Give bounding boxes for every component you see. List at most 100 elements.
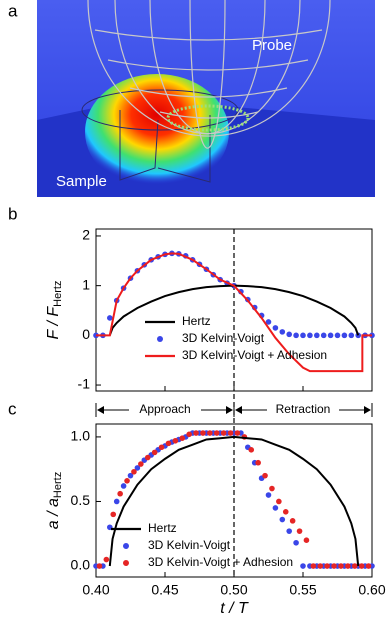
data-point bbox=[179, 435, 186, 442]
data-point bbox=[334, 332, 341, 339]
data-point bbox=[300, 563, 306, 569]
x-tick-label: 0.40 bbox=[82, 582, 109, 598]
contact-ring bbox=[166, 104, 250, 132]
legend-swatch bbox=[123, 560, 129, 566]
data-point bbox=[234, 430, 241, 436]
x-axis-label: t / T bbox=[220, 600, 249, 617]
panel-label: c bbox=[8, 399, 17, 418]
data-point bbox=[276, 498, 282, 505]
data-point bbox=[365, 563, 372, 569]
data-point bbox=[117, 490, 123, 497]
phase-label: Approach bbox=[139, 402, 190, 416]
data-point bbox=[265, 319, 272, 325]
data-point bbox=[213, 430, 220, 436]
data-point bbox=[144, 454, 151, 461]
data-point bbox=[324, 563, 330, 569]
data-point bbox=[248, 447, 255, 453]
data-point bbox=[300, 332, 306, 339]
data-point bbox=[327, 332, 334, 339]
data-point bbox=[331, 563, 337, 569]
data-point bbox=[338, 563, 344, 569]
data-point bbox=[293, 539, 299, 546]
y-tick-label: 0.0 bbox=[71, 557, 91, 573]
legend-label: 3D Kelvin-Voigt + Adhesion bbox=[182, 348, 327, 362]
series-line bbox=[108, 435, 360, 567]
data-point bbox=[220, 430, 227, 436]
y-axis-label: a / aHertz bbox=[45, 472, 64, 529]
legend-swatch bbox=[157, 336, 163, 342]
data-point bbox=[193, 430, 199, 436]
phase-label: Retraction bbox=[276, 402, 331, 416]
data-point bbox=[265, 492, 272, 498]
probe-label: Probe bbox=[252, 37, 292, 54]
data-point bbox=[262, 472, 268, 479]
y-tick-label: -1 bbox=[78, 376, 91, 392]
data-point bbox=[348, 332, 355, 339]
data-point bbox=[127, 472, 134, 479]
data-point bbox=[282, 508, 289, 515]
data-point bbox=[200, 430, 206, 436]
y-label-main: F / F bbox=[45, 306, 62, 340]
data-point bbox=[269, 485, 275, 492]
data-point bbox=[320, 332, 327, 339]
data-point bbox=[96, 563, 103, 569]
data-point bbox=[124, 478, 130, 484]
phase-label-bg bbox=[267, 402, 339, 418]
data-point bbox=[272, 325, 279, 331]
y-tick-label: 1.0 bbox=[71, 428, 91, 444]
y-label-sub: Hertz bbox=[52, 472, 64, 498]
data-point bbox=[172, 437, 179, 444]
data-point bbox=[120, 483, 127, 489]
data-point bbox=[286, 331, 293, 338]
data-point bbox=[138, 461, 144, 467]
data-point bbox=[345, 563, 351, 569]
data-point bbox=[289, 518, 296, 524]
data-point bbox=[314, 332, 320, 339]
y-tick-label: 1 bbox=[82, 276, 90, 292]
data-point bbox=[317, 563, 324, 569]
data-point bbox=[358, 563, 365, 569]
legend-swatch bbox=[123, 543, 129, 549]
data-point bbox=[110, 511, 117, 518]
data-point bbox=[279, 516, 286, 523]
data-point bbox=[113, 498, 120, 505]
probe-wireframe bbox=[87, 0, 331, 149]
data-point bbox=[103, 556, 110, 563]
data-point bbox=[307, 332, 313, 339]
data-point bbox=[207, 430, 213, 436]
data-point bbox=[272, 505, 279, 511]
y-tick-label: 0.5 bbox=[71, 492, 91, 508]
x-tick-label: 0.60 bbox=[358, 582, 385, 598]
data-point bbox=[286, 528, 293, 534]
panel-label: a bbox=[8, 1, 18, 20]
x-tick-label: 0.50 bbox=[220, 582, 247, 598]
data-point bbox=[296, 528, 303, 534]
legend-label: 3D Kelvin-Voigt bbox=[182, 331, 265, 345]
x-tick-label: 0.45 bbox=[151, 582, 178, 598]
y-label-main: a / a bbox=[45, 498, 62, 529]
data-point bbox=[227, 430, 234, 436]
phase-label-bg bbox=[129, 402, 201, 418]
legend-label: Hertz bbox=[182, 314, 211, 328]
data-point bbox=[158, 444, 165, 451]
data-point bbox=[310, 563, 317, 569]
data-point bbox=[107, 315, 113, 321]
panel-a: a Probe Sample bbox=[8, 0, 375, 197]
legend-label: Hertz bbox=[148, 521, 177, 535]
sample-label: Sample bbox=[56, 173, 107, 190]
data-point bbox=[134, 465, 141, 471]
data-point bbox=[131, 468, 137, 475]
data-point bbox=[279, 329, 286, 335]
data-point bbox=[303, 537, 310, 544]
panel-label: b bbox=[8, 204, 17, 223]
legend-label: 3D Kelvin-Voigt + Adhesion bbox=[148, 555, 293, 569]
y-axis-label: F / FHertz bbox=[45, 281, 64, 340]
y-tick-label: 0 bbox=[82, 326, 90, 342]
data-point bbox=[165, 440, 172, 447]
legend-label: 3D Kelvin-Voigt bbox=[148, 538, 231, 552]
data-point bbox=[255, 459, 261, 466]
y-tick-label: 2 bbox=[82, 227, 90, 243]
x-tick-label: 0.55 bbox=[289, 582, 316, 598]
data-point bbox=[151, 449, 158, 456]
